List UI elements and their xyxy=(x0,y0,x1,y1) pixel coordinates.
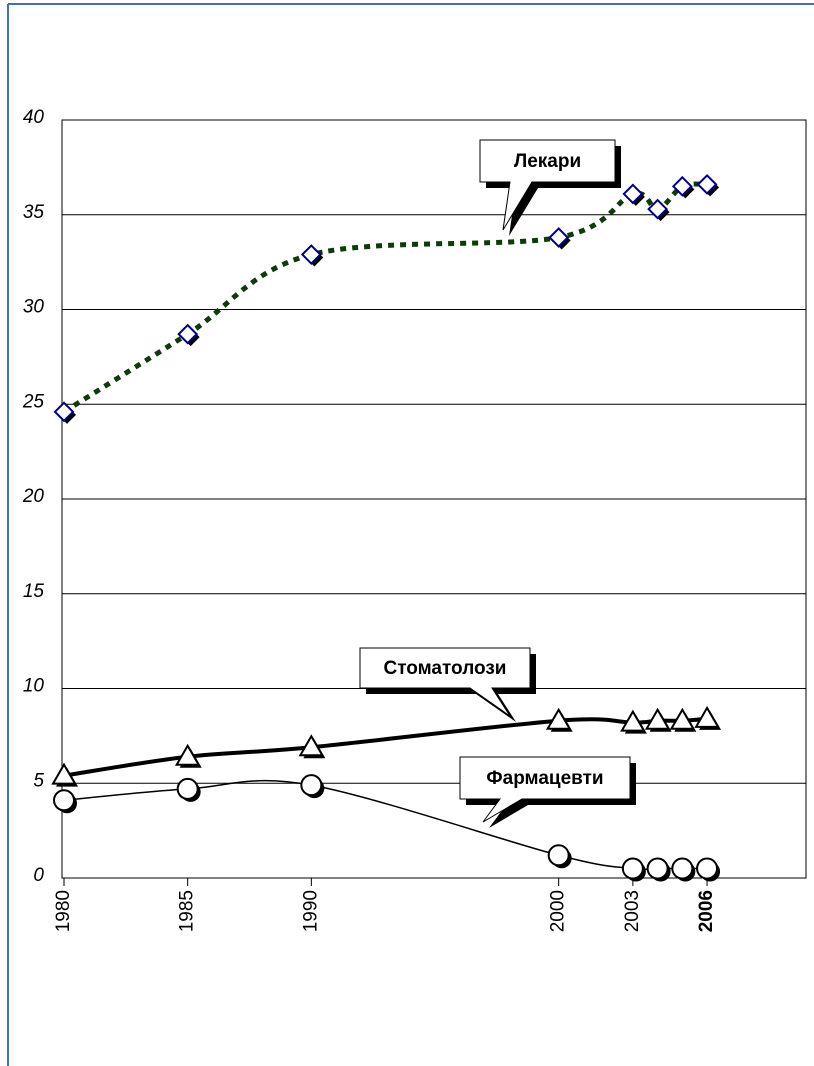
x-tick-label: 2003 xyxy=(622,890,643,932)
marker xyxy=(548,227,570,248)
y-tick-label: 40 xyxy=(23,107,45,128)
marker xyxy=(671,175,693,197)
marker xyxy=(174,743,201,766)
marker xyxy=(298,734,325,757)
series-label: Стоматолози xyxy=(384,658,507,679)
x-tick-label: 1985 xyxy=(177,890,198,932)
y-tick-label: 25 xyxy=(22,391,45,412)
marker xyxy=(622,183,644,205)
y-tick-label: 15 xyxy=(23,581,45,602)
marker xyxy=(669,707,696,730)
series-line xyxy=(62,181,708,414)
y-tick-label: 30 xyxy=(23,297,45,318)
marker xyxy=(547,844,570,867)
marker xyxy=(644,707,671,730)
y-tick-label: 35 xyxy=(23,202,45,223)
marker xyxy=(300,774,323,797)
series-label: Фармацевти xyxy=(486,768,603,789)
marker xyxy=(646,857,669,880)
markers xyxy=(51,174,722,882)
marker xyxy=(621,857,644,880)
marker xyxy=(53,789,75,812)
series-label: Лекари xyxy=(514,151,581,172)
y-tick-label: 5 xyxy=(33,770,44,791)
marker xyxy=(620,709,646,732)
x-tick-label: 1990 xyxy=(300,890,321,932)
marker xyxy=(694,705,720,728)
callout-box xyxy=(459,756,631,823)
marker xyxy=(545,707,572,730)
marker xyxy=(53,401,75,423)
marker xyxy=(300,244,322,265)
y-tick-label: 10 xyxy=(23,676,45,697)
callout-box xyxy=(479,139,616,231)
marker xyxy=(696,174,718,195)
marker xyxy=(51,762,77,785)
plot-area xyxy=(61,119,807,879)
marker xyxy=(671,857,694,880)
callout-box xyxy=(359,647,531,717)
marker xyxy=(647,198,669,220)
y-tick-label: 0 xyxy=(33,865,44,886)
marker xyxy=(177,323,199,345)
x-tick-label: 2000 xyxy=(548,890,569,932)
marker xyxy=(696,857,719,880)
callouts: Лекари Стоматолози Фармацевти xyxy=(359,139,636,828)
x-tick-label: 1980 xyxy=(53,890,74,932)
grid: 0 5 10 15 20 25 30 35 40 1980 1985 1990 2000 2003 2006 xyxy=(22,107,807,932)
marker xyxy=(176,777,199,800)
x-tick-label: 2006 xyxy=(696,890,717,932)
y-tick-label: 20 xyxy=(22,486,45,507)
